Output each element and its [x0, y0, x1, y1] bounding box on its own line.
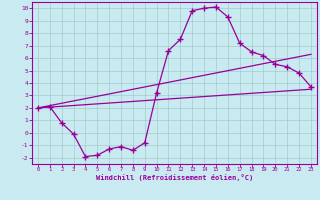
X-axis label: Windchill (Refroidissement éolien,°C): Windchill (Refroidissement éolien,°C) — [96, 174, 253, 181]
